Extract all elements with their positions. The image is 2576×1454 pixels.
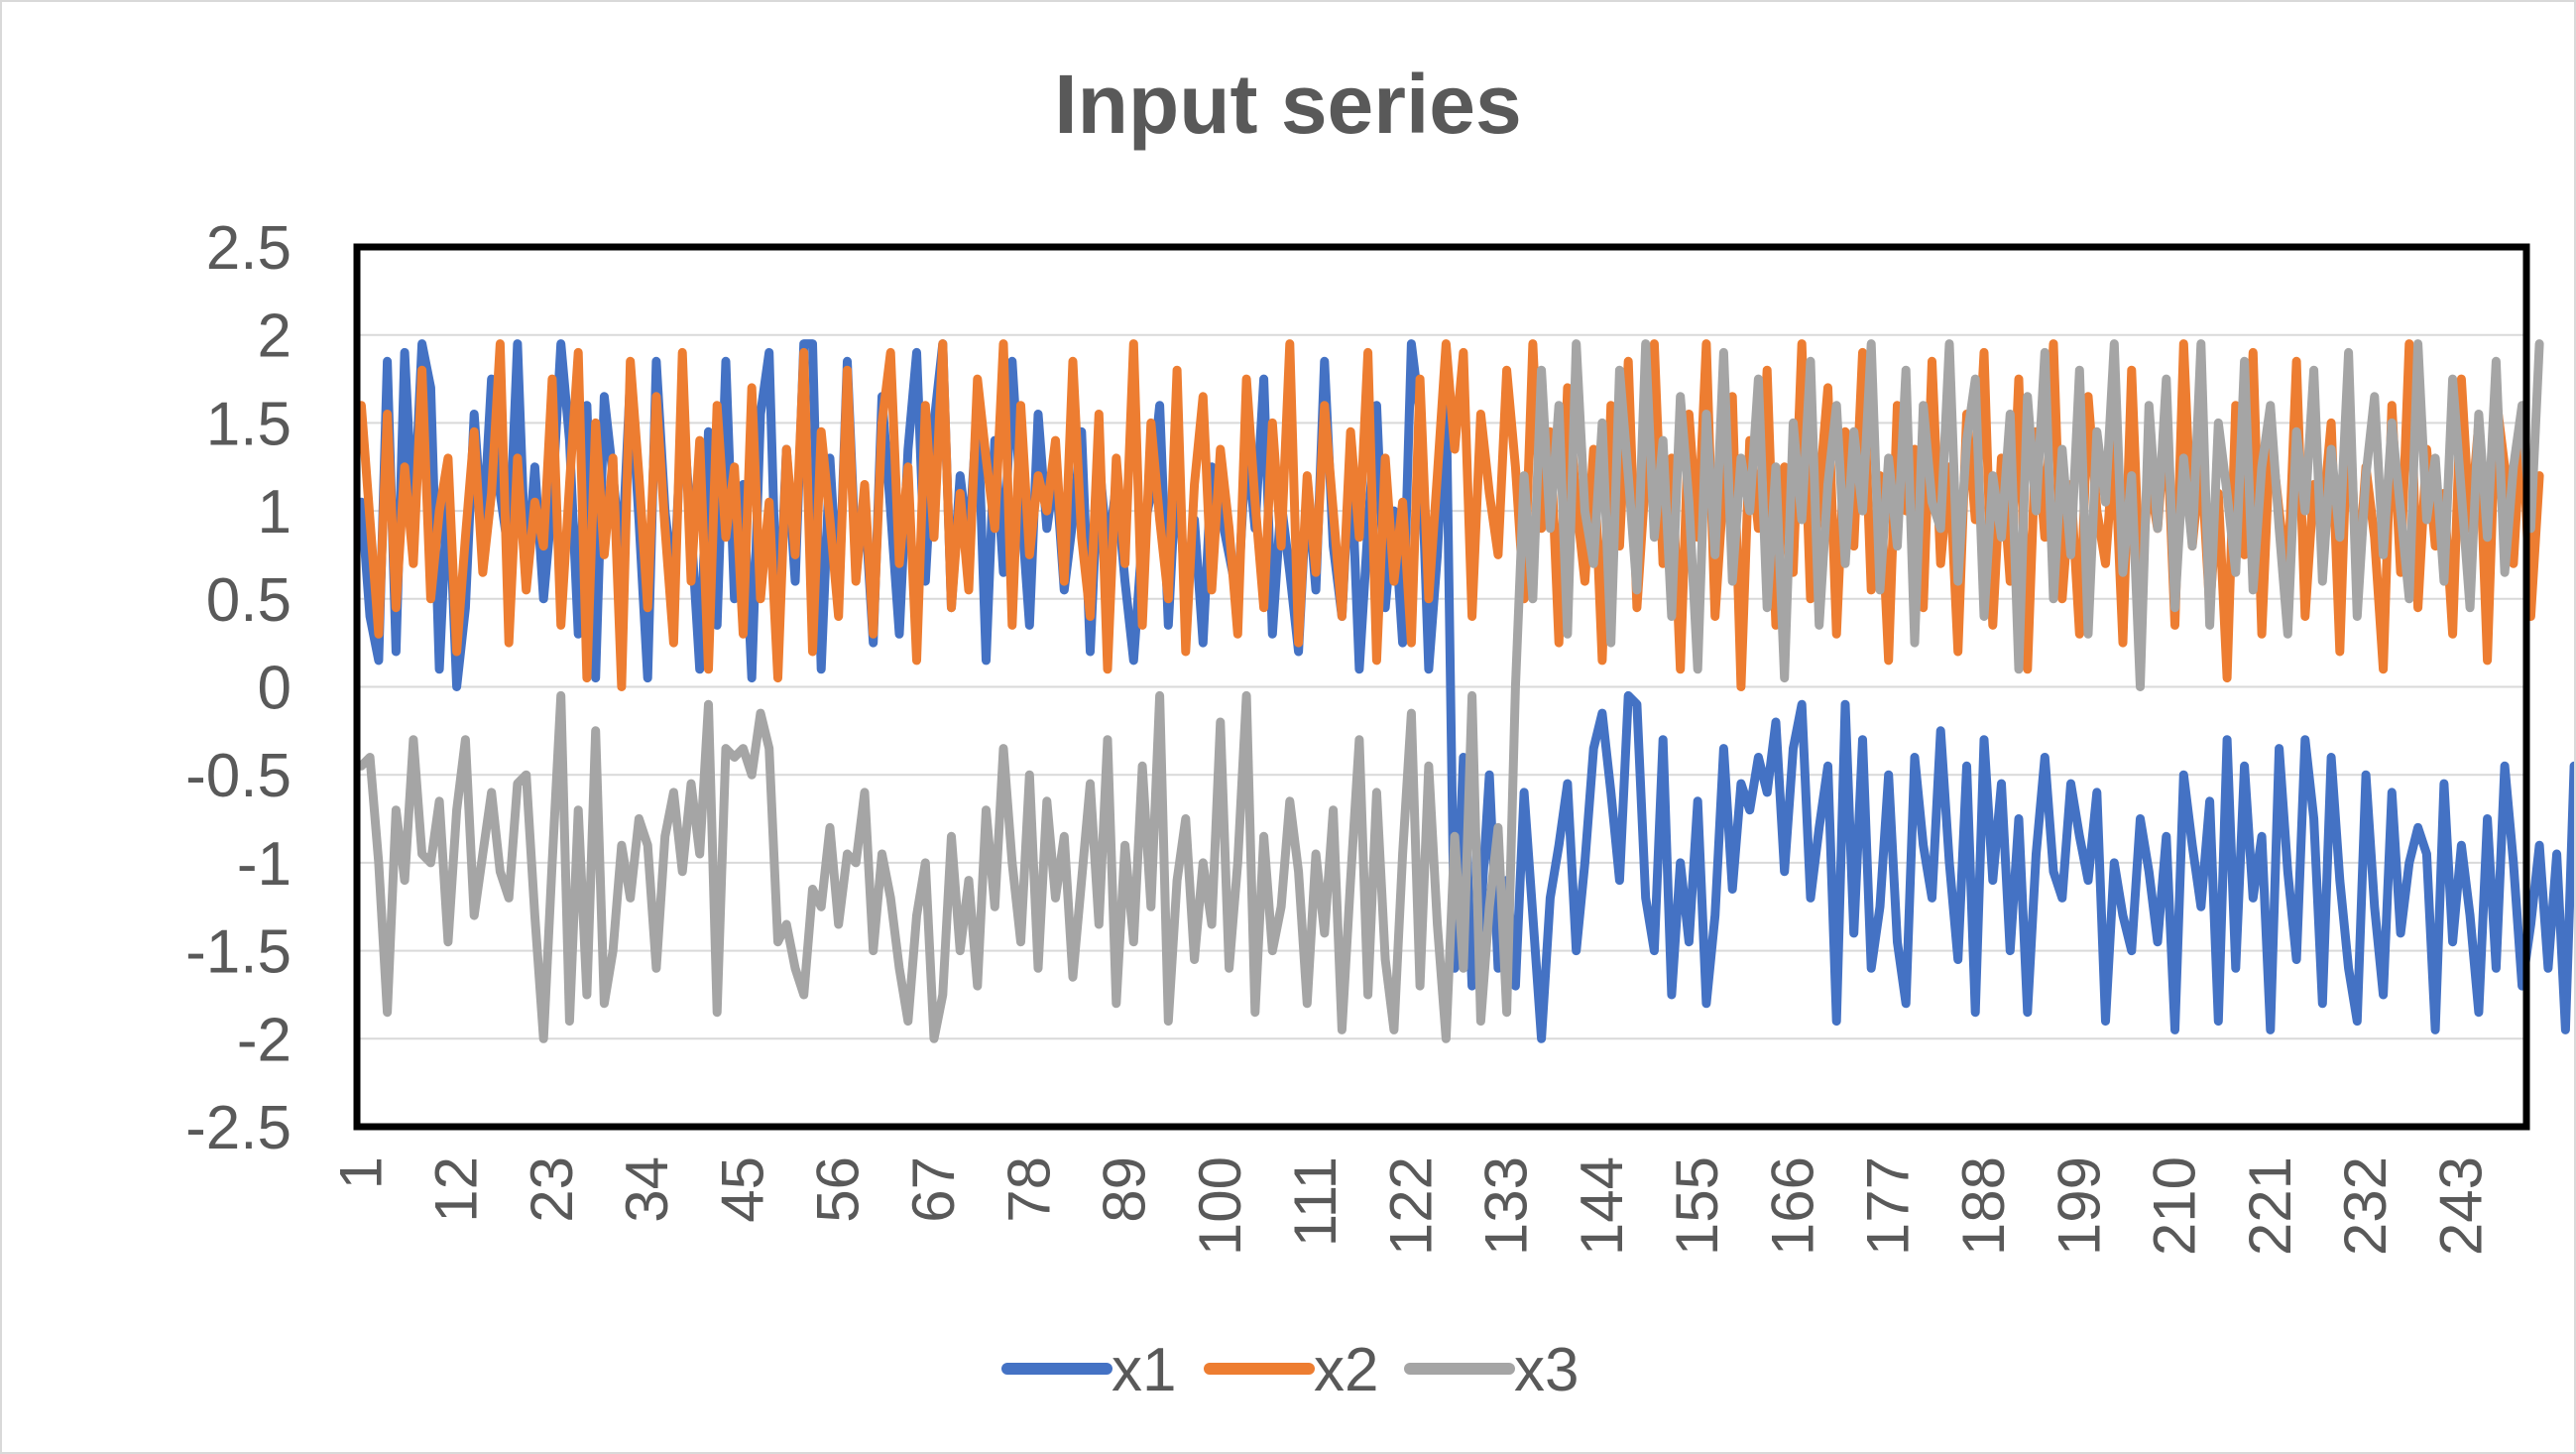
x-tick-label: 155 — [1664, 1156, 1730, 1256]
x-tick-label: 133 — [1473, 1156, 1540, 1256]
y-tick-label: -0.5 — [185, 742, 292, 810]
plot-area-frame — [353, 243, 2530, 1131]
x-tick-label: 221 — [2237, 1156, 2303, 1256]
x-tick-label: 100 — [1187, 1156, 1253, 1256]
y-axis-tick-labels: 2.5 2 1.5 1 0.5 0 -0.5 -1 -1.5 -2 -2.5 — [185, 214, 292, 1162]
series-lines — [356, 339, 2574, 1043]
series-line-x3 — [356, 339, 2544, 1043]
legend-label-x3: x3 — [1514, 1336, 1579, 1404]
y-tick-label: 2 — [258, 303, 292, 371]
y-tick-label: 0.5 — [206, 566, 292, 635]
x-tick-label: 111 — [1282, 1156, 1348, 1247]
y-tick-label: -2.5 — [185, 1094, 292, 1162]
y-tick-label: 0 — [258, 655, 292, 723]
x-tick-label: 232 — [2332, 1156, 2399, 1256]
x-tick-label: 23 — [519, 1156, 585, 1223]
y-tick-label: -1 — [237, 830, 292, 899]
x-tick-label: 67 — [900, 1156, 967, 1223]
legend: x1 x2 x3 — [1001, 1336, 1579, 1404]
x-tick-label: 166 — [1759, 1156, 1825, 1256]
x-tick-label: 12 — [423, 1156, 490, 1223]
x-tick-label: 45 — [709, 1156, 775, 1223]
x-axis-tick-labels: 1 12 23 34 45 56 67 78 89 100 111 122 133 144 155 166 17… — [327, 1156, 2494, 1256]
x-tick-label: 210 — [2142, 1156, 2208, 1256]
x-tick-label: 1 — [327, 1156, 394, 1189]
x-tick-label: 122 — [1377, 1156, 1444, 1256]
x-tick-label: 89 — [1092, 1156, 1158, 1223]
x-tick-label: 188 — [1950, 1156, 2017, 1256]
y-tick-label: -1.5 — [185, 918, 292, 987]
x-tick-label: 199 — [2046, 1156, 2112, 1256]
x-tick-label: 34 — [614, 1156, 680, 1223]
x-tick-label: 177 — [1855, 1156, 1922, 1256]
x-tick-label: 243 — [2427, 1156, 2494, 1256]
chart-title: Input series — [1054, 58, 1521, 151]
x-tick-label: 56 — [805, 1156, 872, 1223]
y-tick-label: 2.5 — [206, 214, 292, 283]
x-tick-label: 144 — [1569, 1156, 1635, 1256]
legend-label-x1: x1 — [1112, 1336, 1176, 1404]
legend-label-x2: x2 — [1314, 1336, 1378, 1404]
y-tick-label: 1.5 — [206, 390, 292, 458]
x-tick-label: 78 — [995, 1156, 1062, 1223]
y-tick-label: 1 — [258, 478, 292, 546]
y-tick-label: -2 — [237, 1006, 292, 1074]
